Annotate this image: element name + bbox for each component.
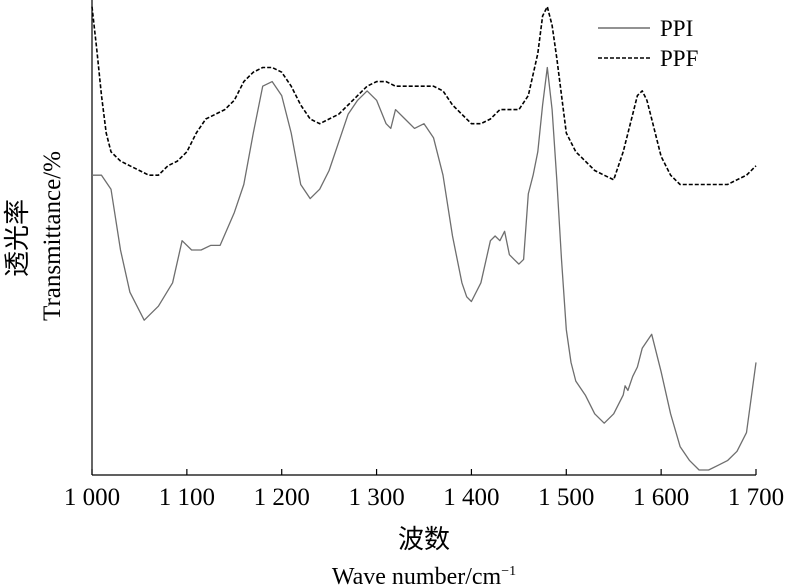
x-axis-title-cn: 波数 [398,525,450,555]
x-tick-label: 1 500 [538,484,594,511]
legend: PPI PPF [598,16,698,71]
series-line-ppf [91,5,757,186]
axes: 1 000 1 100 1 200 1 300 1 400 1 500 1 600 1 700 [64,0,784,511]
x-tick-label: 1 000 [64,484,120,511]
x-tick-label: 1 400 [443,484,499,511]
x-tick-label: 1 600 [633,484,689,511]
x-axis-title-en-sup: −1 [501,564,516,579]
x-axis-title-en: Wave number/cm−1 [332,564,516,587]
y-axis-title-cn: 透光率 [3,199,33,277]
x-tick-label: 1 700 [728,484,784,511]
y-axis-title-en: Transmittance/% [39,151,66,321]
x-tick-label: 1 100 [159,484,215,511]
series-layer [91,5,757,471]
x-tick-label: 1 300 [348,484,404,511]
legend-label-ppi: PPI [660,16,693,41]
legend-label-ppf: PPF [660,46,698,71]
x-tick-label: 1 200 [254,484,310,511]
series-line-ppi [92,66,757,471]
x-axis-title-en-text: Wave number/cm [332,564,502,587]
